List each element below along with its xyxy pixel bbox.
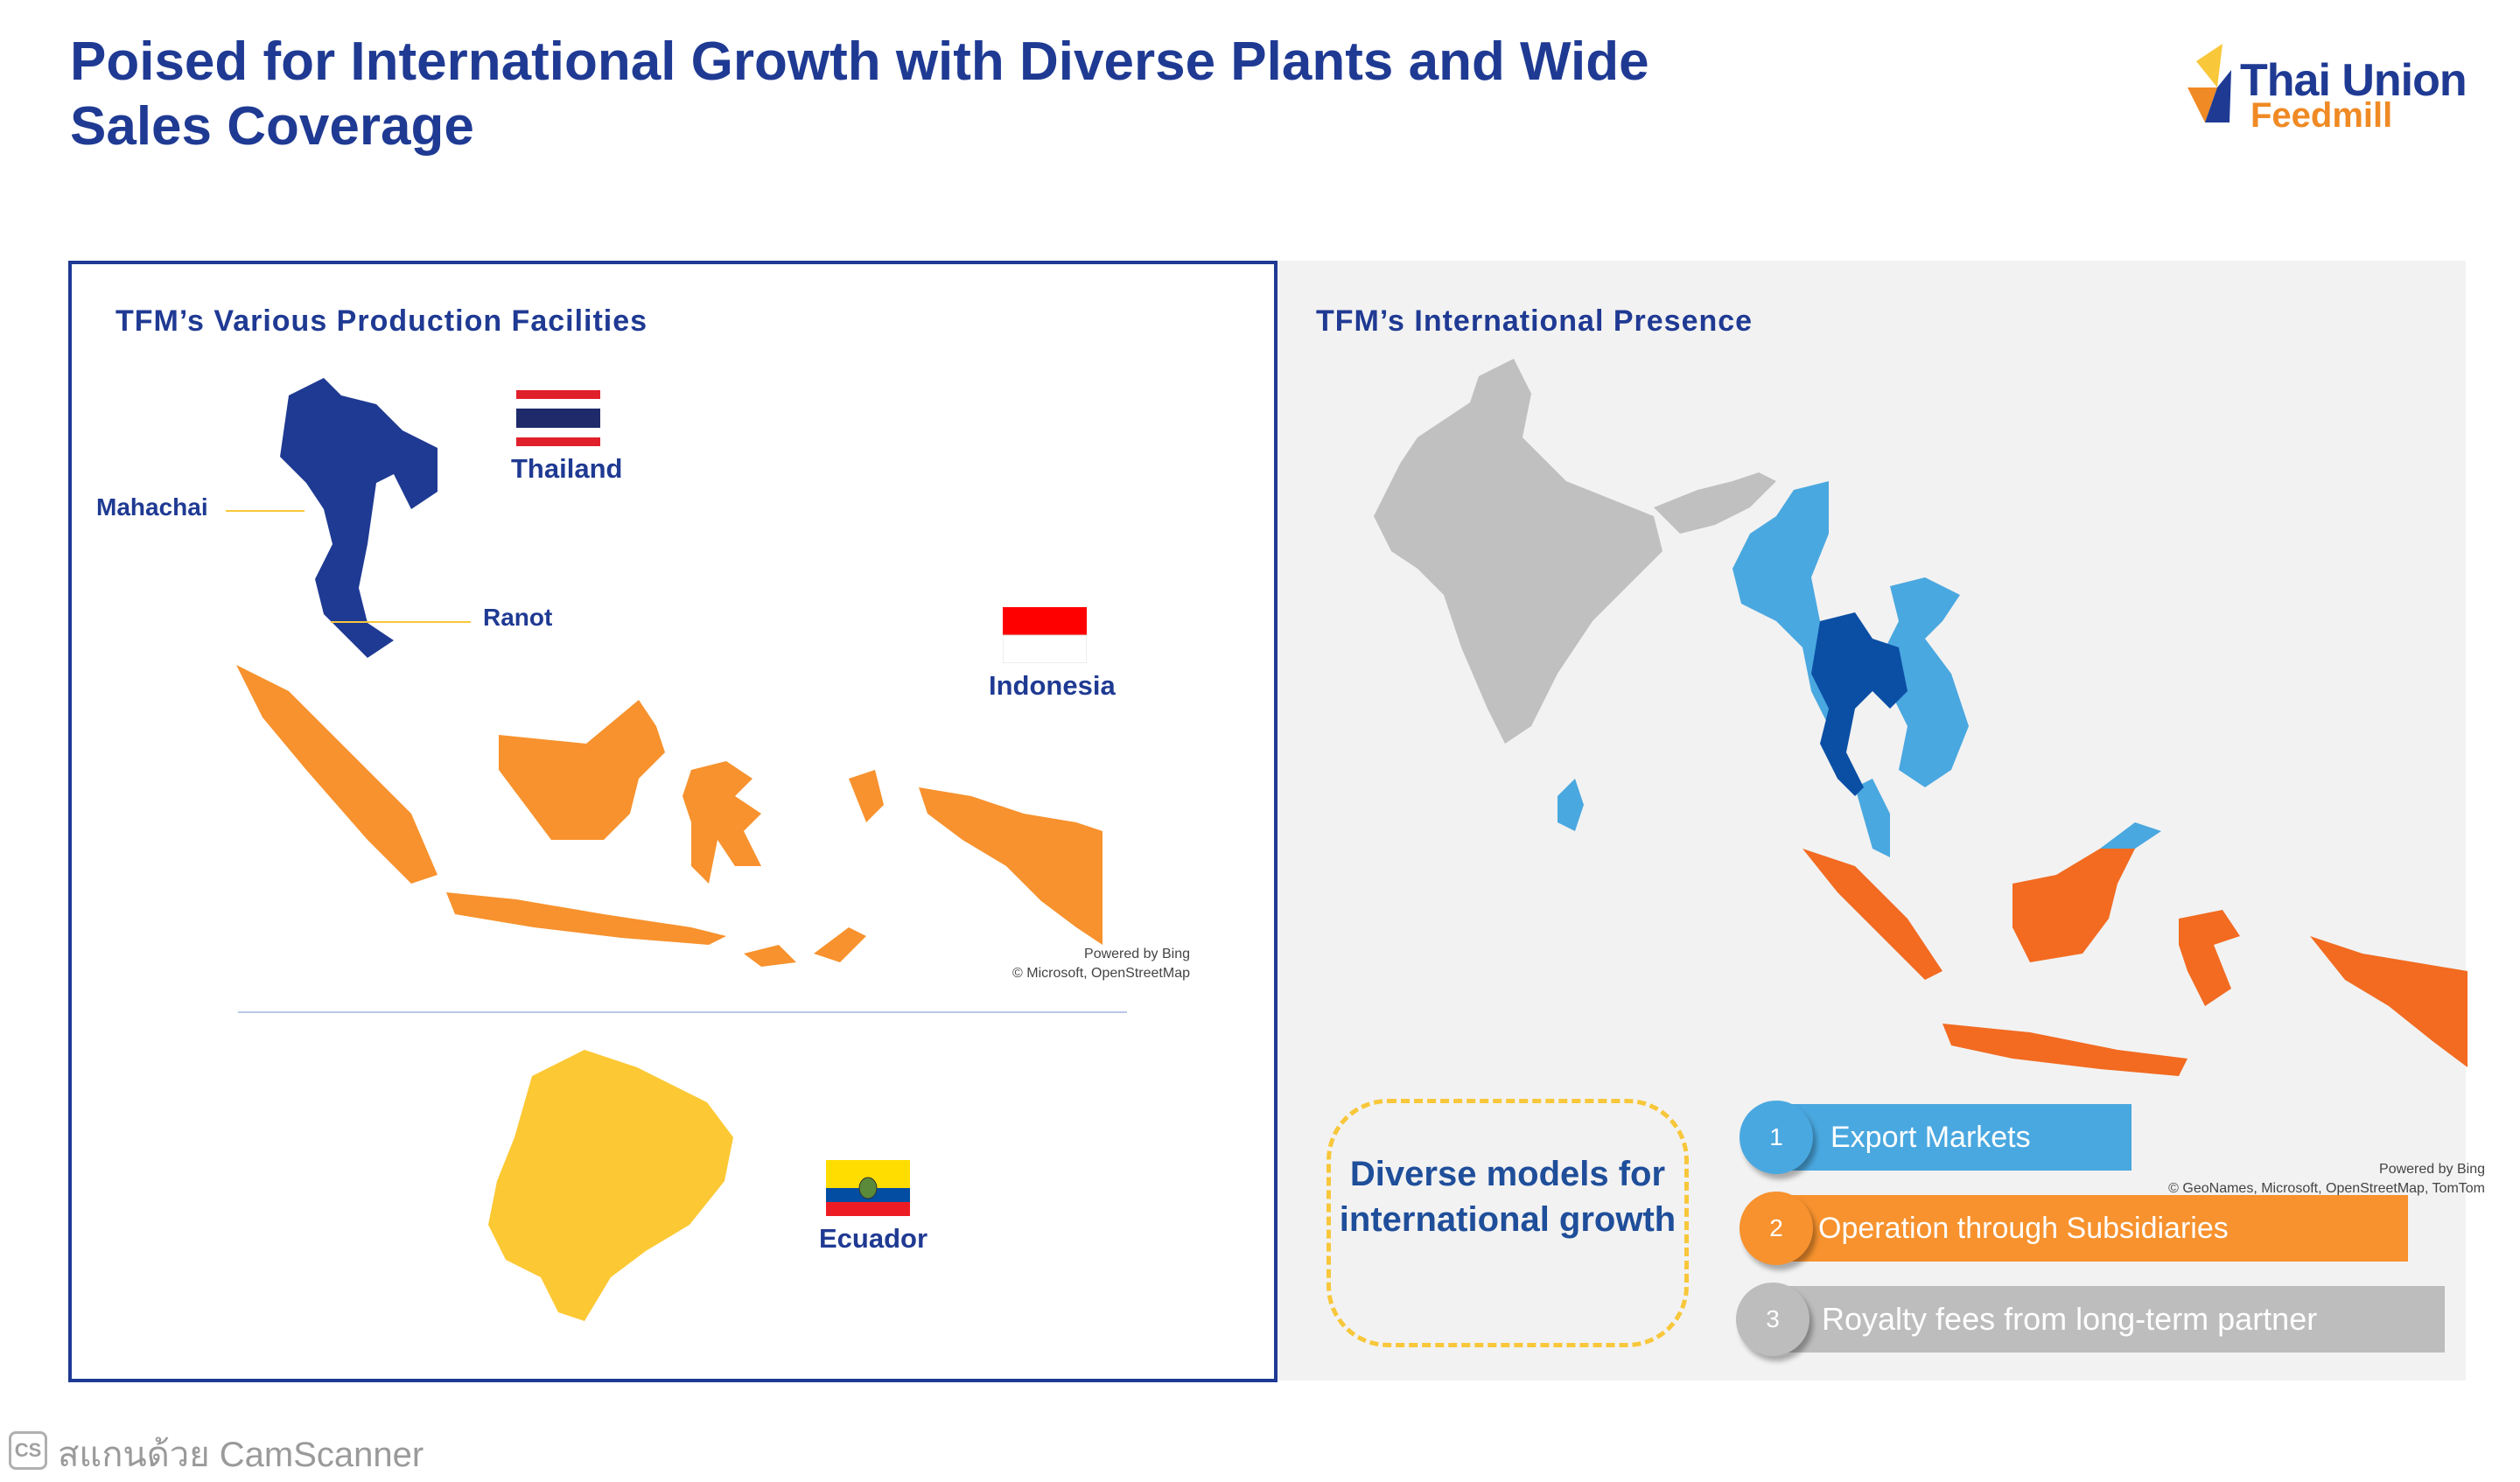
callout-dashed-frame bbox=[1326, 1099, 1689, 1347]
production-facilities-title: TFM’s Various Production Facilities bbox=[116, 304, 648, 338]
callout-text: Diverse models for international growth bbox=[1339, 1155, 1676, 1239]
logo-text-line2: Feedmill bbox=[2250, 96, 2393, 135]
model-label-royalty: Royalty fees from long-term partner bbox=[1822, 1301, 2318, 1337]
model-label-subsidiaries: Operation through Subsidiaries bbox=[1818, 1211, 2229, 1245]
model-bar-subsidiaries: Operation through Subsidiaries bbox=[1785, 1195, 2408, 1262]
model-label-export: Export Markets bbox=[1830, 1120, 2031, 1154]
company-logo bbox=[2188, 44, 2231, 122]
international-presence-title: TFM’s International Presence bbox=[1316, 304, 1754, 338]
thailand-map bbox=[280, 378, 438, 658]
page-title: Poised for International Growth with Div… bbox=[70, 31, 1649, 157]
map-divider bbox=[238, 1011, 1127, 1013]
left-map-credit-2: © Microsoft, OpenStreetMap bbox=[1012, 966, 1190, 981]
ranot-label: Ranot bbox=[483, 604, 553, 631]
ranot-leader-line bbox=[331, 621, 471, 623]
model-bar-export: Export Markets bbox=[1785, 1104, 2132, 1171]
ecuador-map bbox=[488, 1050, 733, 1321]
model-bar-royalty: Royalty fees from long-term partner bbox=[1785, 1286, 2445, 1353]
model-number-1: 1 bbox=[1740, 1101, 1813, 1174]
indonesia-map bbox=[236, 665, 1102, 967]
camscanner-watermark: สแกนด้วย CamScanner bbox=[58, 1436, 424, 1474]
logo-text-line1: Thai Union bbox=[2240, 55, 2468, 106]
mahachai-leader-line bbox=[226, 510, 304, 512]
indonesia-flag-icon bbox=[1003, 607, 1087, 663]
model-number-2: 2 bbox=[1740, 1192, 1813, 1265]
right-map-credit-1: Powered by Bing bbox=[2379, 1162, 2485, 1177]
ecuador-label: Ecuador bbox=[819, 1223, 928, 1254]
thailand-flag-icon bbox=[516, 390, 600, 446]
thailand-label: Thailand bbox=[511, 453, 623, 484]
ecuador-flag-icon bbox=[826, 1160, 910, 1216]
right-map-credit-2: © GeoNames, Microsoft, OpenStreetMap, To… bbox=[2168, 1181, 2485, 1196]
left-map-credit-1: Powered by Bing bbox=[1084, 947, 1190, 961]
mahachai-label: Mahachai bbox=[96, 493, 208, 521]
model-number-3: 3 bbox=[1736, 1283, 1810, 1356]
asia-presence-map bbox=[1374, 359, 2468, 1076]
indonesia-label: Indonesia bbox=[989, 670, 1116, 701]
camscanner-badge: CS bbox=[9, 1431, 47, 1470]
